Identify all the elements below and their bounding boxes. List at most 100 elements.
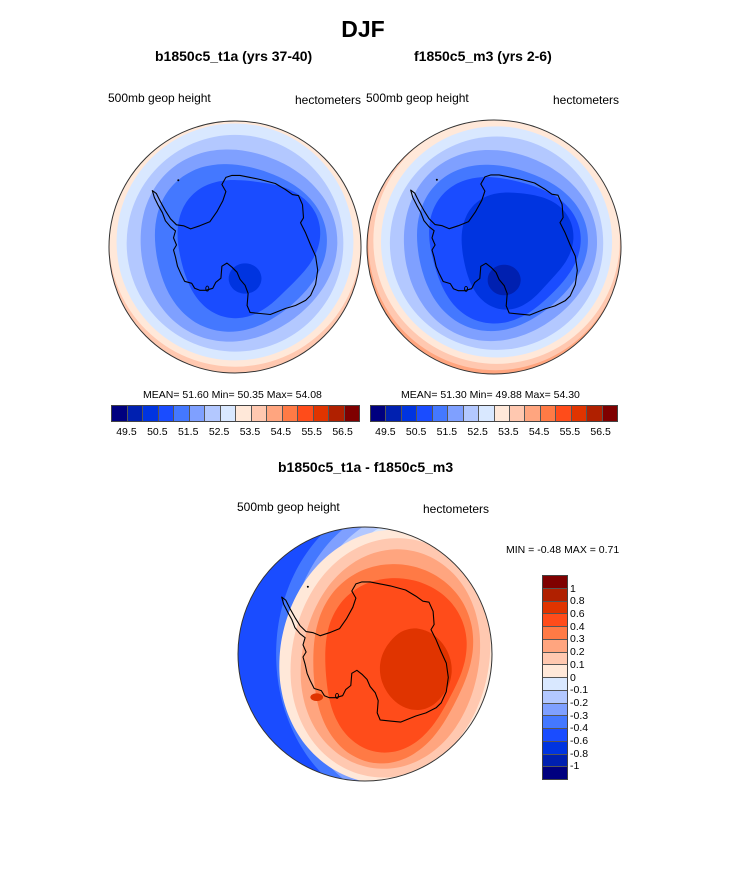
panel-1-units-label: hectometers bbox=[295, 93, 362, 107]
island-marker bbox=[464, 285, 469, 292]
figure-title: DJF bbox=[341, 16, 385, 42]
colorbar-tick-label: 54.5 bbox=[528, 426, 550, 438]
colorbar-tick-label: 54.5 bbox=[270, 426, 292, 438]
colorbar-tick-label: 0 bbox=[570, 671, 576, 684]
colorbar-tick-label: 51.5 bbox=[436, 426, 458, 438]
colorbar-tick-label: 52.5 bbox=[208, 426, 230, 438]
colorbar-tick-label: -1 bbox=[570, 760, 580, 773]
colorbar-box bbox=[540, 406, 557, 421]
panel-2-units-label: hectometers bbox=[553, 93, 620, 107]
contour-band bbox=[177, 180, 321, 319]
colorbar-box bbox=[543, 741, 567, 755]
island-marker bbox=[335, 692, 340, 699]
colorbar-box bbox=[479, 406, 495, 421]
colorbar-tick-label: -0.8 bbox=[570, 747, 589, 760]
colorbar-box bbox=[463, 406, 480, 421]
colorbar-box bbox=[525, 406, 541, 421]
panel-2-variable-label: 500mb geop height bbox=[366, 91, 469, 105]
colorbar-box bbox=[189, 406, 205, 421]
panel-3-title: b1850c5_t1a - f1850c5_m3 bbox=[278, 459, 454, 475]
colorbar-tick-label: 49.5 bbox=[375, 426, 396, 438]
colorbar-box bbox=[543, 601, 567, 615]
colorbar-tick-label: 50.5 bbox=[405, 426, 427, 438]
antarctica-coastline bbox=[151, 174, 319, 316]
colorbar-box bbox=[543, 678, 567, 691]
colorbar-box bbox=[329, 406, 345, 421]
colorbar-box bbox=[344, 406, 359, 421]
colorbar-tick-label: 53.5 bbox=[239, 426, 261, 438]
antarctica-coastline bbox=[410, 174, 578, 316]
colorbar-tick-label: -0.3 bbox=[570, 709, 589, 722]
contour-fill-group bbox=[238, 527, 492, 781]
colorbar-tick-label: -0.6 bbox=[570, 734, 589, 747]
colorbar-tick-label: -0.1 bbox=[570, 684, 589, 697]
panel-1-variable-label: 500mb geop height bbox=[108, 91, 211, 105]
colorbar-box bbox=[313, 406, 329, 421]
panel-2-colorbar bbox=[370, 405, 618, 422]
colorbar-box bbox=[543, 767, 567, 779]
colorbar-box bbox=[543, 729, 567, 742]
panel-2-map bbox=[366, 119, 622, 375]
colorbar-box bbox=[543, 588, 567, 602]
colorbar-tick-label: 55.5 bbox=[301, 426, 322, 438]
colorbar-box bbox=[220, 406, 236, 421]
colorbar-box bbox=[556, 406, 572, 421]
colorbar-tick-label: 51.5 bbox=[177, 426, 199, 438]
colorbar-box bbox=[543, 652, 567, 666]
colorbar-box bbox=[587, 406, 603, 421]
colorbar-box bbox=[386, 406, 402, 421]
colorbar-box bbox=[543, 690, 567, 704]
colorbar-tick-label: 0.3 bbox=[570, 633, 585, 646]
colorbar-box bbox=[174, 406, 190, 421]
contour-fill-group bbox=[367, 120, 621, 374]
colorbar-tick-label: 53.5 bbox=[498, 426, 519, 438]
colorbar-box bbox=[494, 406, 510, 421]
colorbar-box bbox=[143, 406, 159, 421]
colorbar-tick-label: 0.6 bbox=[570, 608, 585, 621]
panel-2-stats: MEAN= 51.30 Min= 49.88 Max= 54.30 bbox=[401, 389, 580, 401]
colorbar-tick-label: 49.5 bbox=[116, 426, 137, 438]
contour-band bbox=[379, 628, 452, 711]
map-border bbox=[366, 119, 622, 375]
colorbar-tick-label: 56.5 bbox=[332, 426, 353, 438]
colorbar-box bbox=[282, 406, 298, 421]
colorbar-box bbox=[448, 406, 464, 421]
colorbar-box bbox=[127, 406, 143, 421]
panel-3-variable-label: 500mb geop height bbox=[237, 500, 340, 514]
colorbar-box bbox=[543, 703, 567, 717]
colorbar-box bbox=[543, 576, 567, 589]
panel-3-map bbox=[237, 526, 493, 782]
colorbar-box bbox=[543, 754, 567, 768]
colorbar-tick-label: 55.5 bbox=[559, 426, 581, 438]
colorbar-box bbox=[571, 406, 588, 421]
colorbar-box bbox=[205, 406, 221, 421]
colorbar-tick-label: -0.2 bbox=[570, 696, 589, 709]
colorbar-box bbox=[401, 406, 418, 421]
panel-1-stats: MEAN= 51.60 Min= 50.35 Max= 54.08 bbox=[143, 389, 322, 401]
colorbar-box bbox=[432, 406, 449, 421]
panel-1-title: b1850c5_t1a (yrs 37-40) bbox=[155, 48, 313, 64]
island-marker bbox=[435, 178, 438, 181]
colorbar-box bbox=[251, 406, 267, 421]
colorbar-box bbox=[602, 406, 617, 421]
island-marker bbox=[306, 585, 309, 588]
contour-band bbox=[228, 263, 262, 294]
colorbar-box bbox=[267, 406, 283, 421]
colorbar-box bbox=[543, 614, 567, 627]
panel-1-colorbar bbox=[111, 405, 360, 422]
colorbar-tick-label: -0.4 bbox=[570, 722, 589, 735]
colorbar-tick-label: 0.4 bbox=[570, 620, 585, 633]
colorbar-box bbox=[543, 627, 567, 640]
colorbar-tick-label: 0.2 bbox=[570, 646, 585, 659]
colorbar-tick-label: 52.5 bbox=[467, 426, 488, 438]
colorbar-box bbox=[371, 406, 387, 421]
contour-fill-group bbox=[109, 121, 361, 373]
colorbar-tick-label: 0.8 bbox=[570, 595, 585, 608]
colorbar-box bbox=[543, 665, 567, 678]
colorbar-box bbox=[236, 406, 252, 421]
map-border bbox=[108, 120, 362, 374]
colorbar-box bbox=[509, 406, 526, 421]
contour-band bbox=[310, 693, 324, 701]
colorbar-box bbox=[543, 716, 567, 729]
island-marker bbox=[205, 285, 210, 292]
